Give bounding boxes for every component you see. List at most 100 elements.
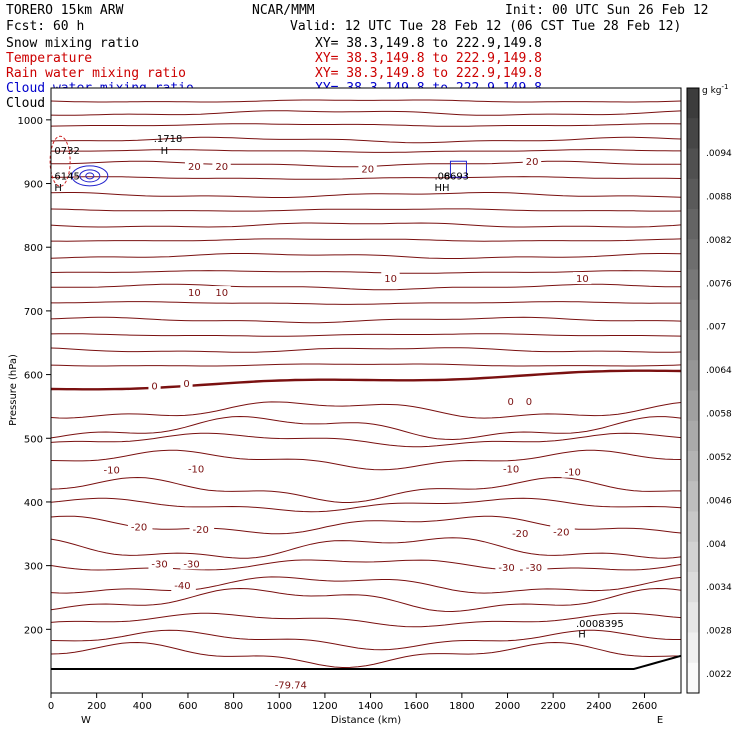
isotherm-10 <box>51 238 682 242</box>
temp-label-bg <box>184 462 210 475</box>
x-tick-label: 200 <box>87 701 106 712</box>
temp-label-bg <box>189 522 215 535</box>
temperature-label: -40 <box>174 581 190 592</box>
temperature-label: -20 <box>193 525 209 536</box>
plot-contents: -79.74 -40 -30 -30 -30 -30 -20 -20 -20 -20 -10 -10 -… <box>49 99 682 691</box>
y-tick-label: 800 <box>24 243 43 254</box>
temp-label-bg <box>509 526 534 539</box>
colorbar-segment <box>687 572 699 603</box>
y-tick-label: 1000 <box>18 116 43 127</box>
isotherm-23 <box>50 476 681 503</box>
isotherm-9 <box>50 222 682 228</box>
temperature-label: 20 <box>361 165 374 176</box>
y-tick-label: 600 <box>24 371 43 382</box>
colorbar-segment <box>687 148 699 180</box>
field-xy-2: XY= 38.3,149.8 to 222.9,149.8 <box>315 66 542 81</box>
temperature-label: -30 <box>183 559 199 570</box>
temperature-label: 20 <box>188 162 201 173</box>
temp-label-bg <box>184 159 204 172</box>
isotherm-16 <box>50 333 682 337</box>
x-tick-label: 2400 <box>586 701 611 712</box>
isotherm-0 <box>50 99 682 103</box>
temp-label-bg <box>148 379 161 392</box>
isotherm-21 <box>50 432 682 448</box>
temperature-label: 0 <box>508 397 514 408</box>
colorbar-segment <box>687 662 699 694</box>
temperature-label: 20 <box>215 162 228 173</box>
temperature-label: -79.74 <box>275 680 307 691</box>
x-tick-label: 400 <box>133 701 152 712</box>
temp-label-bg <box>171 579 196 592</box>
field-name-1: Temperature <box>6 51 92 66</box>
temperature-label: 10 <box>576 274 589 285</box>
valid-time: Valid: 12 UTC Tue 28 Feb 12 (06 CST Tue … <box>290 19 681 34</box>
temp-label-bg <box>148 557 174 570</box>
cloud-water-contour <box>85 172 95 180</box>
colorbar-label: .0022 <box>706 670 732 680</box>
isotherm-3 <box>50 136 682 144</box>
temp-label-bg <box>180 557 205 570</box>
colorbar-label: .0088 <box>706 192 732 202</box>
extrema-annotation: H <box>54 183 62 194</box>
colorbar-unit: g kg-1 <box>702 83 728 96</box>
temperature-label: 10 <box>384 274 397 285</box>
x-tick-label: 2200 <box>540 701 565 712</box>
isotherm-32 <box>50 641 681 669</box>
x-tick-label: 1200 <box>312 701 337 712</box>
colorbar-label: .0064 <box>706 366 732 376</box>
temperature-label: 10 <box>188 288 201 299</box>
colorbar-segment <box>687 239 699 270</box>
temp-label-bg <box>100 463 126 476</box>
temp-label-bg <box>180 377 193 390</box>
isotherm-11 <box>50 253 682 259</box>
temperature-label: 20 <box>526 157 539 168</box>
x-tick-label: 2600 <box>632 701 657 712</box>
isotherm-30 <box>50 612 682 628</box>
org-label: NCAR/MMM <box>252 3 315 18</box>
temperature-label: -30 <box>498 563 514 574</box>
isotherm-15 <box>50 316 682 324</box>
temp-label-bg <box>358 162 377 175</box>
y-tick-label: 200 <box>24 625 43 636</box>
x-tick-label: 1400 <box>358 701 383 712</box>
temp-label-bg <box>550 525 575 538</box>
isotherm-22 <box>50 449 682 471</box>
isotherm-8 <box>50 208 682 212</box>
temp-label-bg <box>127 520 153 533</box>
colorbar-label: .0082 <box>706 236 732 246</box>
colorbar-label: .0046 <box>706 496 732 506</box>
isotherm-29 <box>50 587 682 613</box>
temperature-label: 0 <box>183 379 189 390</box>
colorbar-segment <box>687 330 699 361</box>
colorbar-label: .0034 <box>706 583 732 593</box>
temp-label-bg <box>522 154 542 167</box>
y-tick-label: 500 <box>24 434 43 445</box>
isotherm-6 <box>50 176 682 180</box>
isotherm-1 <box>50 110 682 116</box>
x-tick-label: 2000 <box>495 701 520 712</box>
isotherm-24 <box>50 497 682 513</box>
temperature-label: -10 <box>503 464 519 475</box>
y-axis-label: Pressure (hPa) <box>8 354 19 426</box>
x-tick-label: 1000 <box>267 701 292 712</box>
extrema-annotation: HH <box>434 183 449 194</box>
temp-label-bg <box>271 678 315 691</box>
extrema-annotation: .1718 <box>154 134 183 145</box>
x-tick-label: 1600 <box>403 701 428 712</box>
colorbar: .0094 .0088 .0082 .0076 .007 .0064 .0058 .0052.… <box>686 87 732 694</box>
plot-frame <box>50 87 682 694</box>
colorbar-label: .007 <box>706 323 726 333</box>
colorbar-segment <box>687 299 699 331</box>
y-tick-label: 700 <box>24 307 43 318</box>
colorbar-segment <box>687 178 699 210</box>
surface-line <box>51 654 682 670</box>
temp-label-bg <box>212 159 231 172</box>
isotherm-25 <box>50 515 682 535</box>
y-tick-label: 900 <box>24 180 43 191</box>
temperature-label: -10 <box>188 464 204 475</box>
colorbar-label: .004 <box>706 540 726 550</box>
extrema-annotation: 0732 <box>54 146 79 157</box>
west-label: W <box>81 715 91 726</box>
isotherm-28 <box>50 576 682 594</box>
